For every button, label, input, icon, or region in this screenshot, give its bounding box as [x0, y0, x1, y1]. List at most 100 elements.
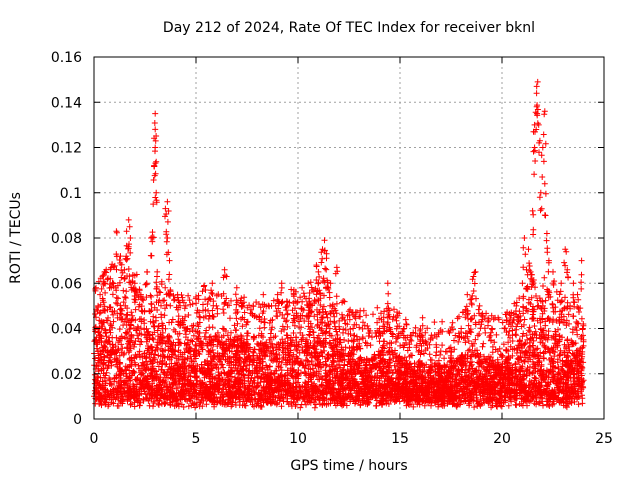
data-point [534, 345, 541, 352]
data-point [130, 368, 137, 375]
data-point [149, 335, 156, 342]
data-point [155, 402, 162, 408]
data-point [298, 370, 304, 376]
data-point [134, 332, 141, 339]
data-point [317, 349, 324, 355]
data-point [569, 341, 576, 348]
data-point [102, 377, 109, 384]
data-point [505, 402, 512, 409]
data-point [188, 337, 195, 344]
data-point [166, 363, 173, 370]
data-point [575, 401, 582, 408]
data-point [107, 380, 114, 387]
data-point [319, 330, 326, 337]
data-point [251, 389, 258, 396]
data-point [551, 353, 558, 360]
data-point [410, 403, 417, 410]
data-point [278, 403, 285, 410]
data-point [264, 366, 271, 373]
data-point [191, 358, 197, 365]
data-point [284, 332, 291, 339]
data-point [100, 396, 107, 402]
data-point [537, 353, 544, 360]
data-point [149, 347, 156, 353]
data-point [334, 348, 341, 355]
data-point [143, 338, 150, 345]
data-point [109, 341, 116, 348]
data-point [134, 323, 141, 330]
data-point [117, 360, 124, 367]
data-point [209, 365, 216, 372]
data-point [163, 361, 170, 367]
data-point [310, 329, 316, 336]
data-point [136, 402, 143, 409]
data-point [403, 402, 410, 409]
data-point [124, 329, 131, 336]
data-point [310, 342, 317, 349]
data-point [411, 360, 418, 367]
data-point [121, 350, 128, 357]
data-point [524, 402, 530, 409]
data-point [326, 325, 333, 332]
data-point [123, 330, 130, 337]
data-point [116, 326, 123, 333]
data-point [466, 346, 473, 353]
data-point [110, 318, 117, 325]
data-point [520, 341, 527, 348]
data-point [284, 375, 291, 382]
data-point [357, 402, 364, 409]
data-point [310, 334, 317, 341]
data-point [161, 401, 168, 407]
data-point [96, 332, 103, 339]
data-point [323, 362, 330, 369]
data-point [309, 324, 315, 331]
data-point [579, 400, 586, 407]
data-point [334, 368, 341, 375]
data-point [352, 370, 359, 377]
data-point [570, 381, 577, 388]
data-point [298, 401, 305, 408]
data-point [108, 382, 115, 388]
data-point [314, 316, 321, 323]
data-point [347, 398, 354, 405]
data-point [579, 392, 585, 399]
data-point [113, 334, 120, 341]
data-point [337, 364, 344, 371]
data-point [526, 378, 533, 384]
data-point [124, 311, 131, 318]
data-point [125, 349, 132, 356]
data-point [575, 369, 582, 376]
data-point [546, 356, 553, 363]
data-point [98, 400, 105, 407]
data-point [201, 333, 208, 340]
data-point [141, 388, 148, 395]
data-point [231, 337, 238, 344]
data-point [224, 332, 231, 339]
chart-title: Day 212 of 2024, Rate Of TEC Index for r… [163, 20, 535, 36]
data-point [101, 343, 108, 350]
data-point [512, 361, 519, 368]
data-point [209, 347, 216, 353]
data-point [125, 375, 132, 382]
data-point [555, 369, 562, 376]
data-point [151, 329, 158, 336]
data-point [276, 352, 283, 358]
data-point [189, 338, 196, 345]
data-point [242, 402, 249, 409]
data-point [127, 401, 134, 408]
data-point [233, 357, 240, 364]
data-point [183, 387, 190, 394]
data-point [525, 327, 532, 334]
data-point [104, 317, 111, 324]
data-point [540, 402, 546, 409]
data-point [200, 397, 207, 404]
data-point [203, 401, 210, 408]
data-point [141, 332, 148, 339]
data-point [129, 372, 135, 379]
data-point [520, 330, 527, 337]
data-point [544, 336, 551, 343]
data-point [99, 378, 106, 385]
data-point [246, 367, 253, 374]
